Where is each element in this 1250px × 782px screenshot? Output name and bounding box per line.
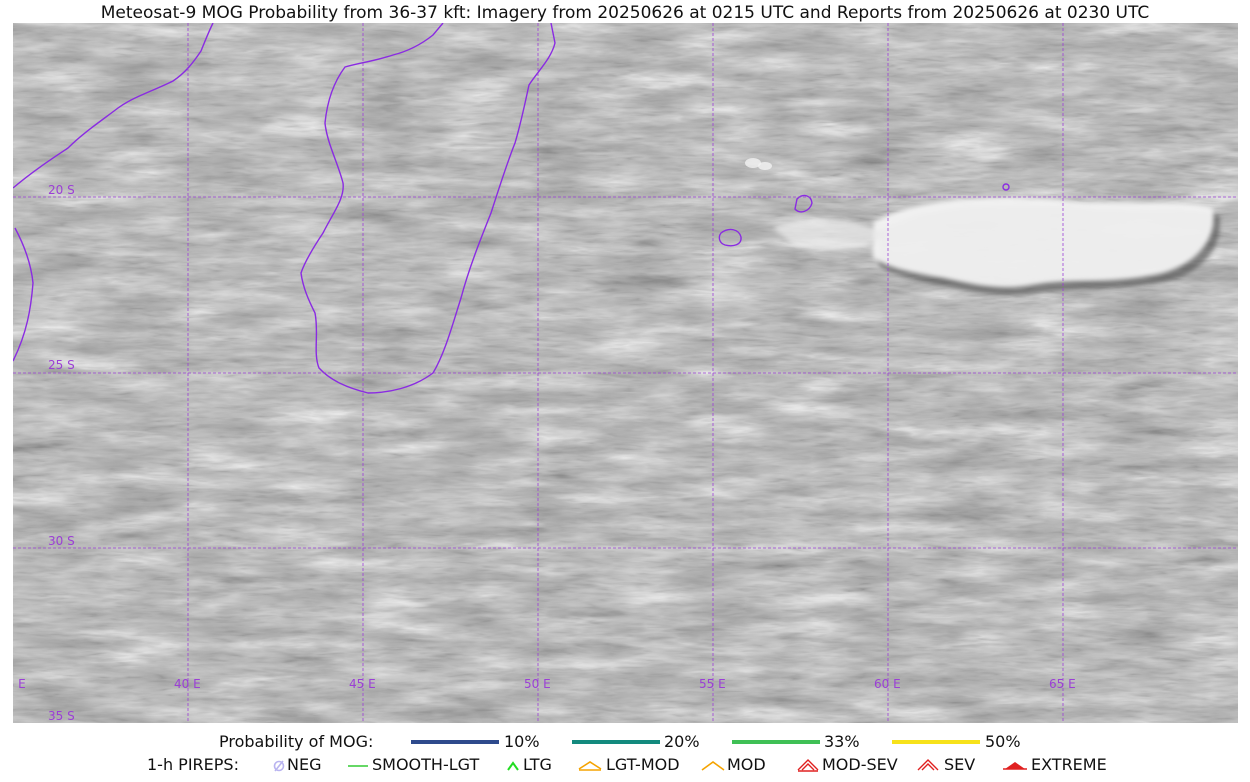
lat-label-30s: 30 S xyxy=(48,534,75,548)
map-title: Meteosat-9 MOG Probability from 36-37 kf… xyxy=(100,3,1150,23)
lon-label-60e: 60 E xyxy=(874,677,901,691)
pirep-ltg-label: LTG xyxy=(523,755,552,774)
pirep-mod-label: MOD xyxy=(727,755,766,774)
map-canvas: 20 S 25 S 30 S 35 S 35 E 40 E 45 E 50 E … xyxy=(13,23,1238,723)
sev-icon xyxy=(917,759,939,771)
prob-50-label: 50% xyxy=(985,732,1021,751)
prob-20-swatch xyxy=(572,740,660,744)
prob-10-label: 10% xyxy=(504,732,540,751)
neg-icon xyxy=(273,760,285,772)
prob-20-label: 20% xyxy=(664,732,700,751)
lgt-mod-icon xyxy=(578,761,602,771)
pirep-lgt-mod-label: LGT-MOD xyxy=(606,755,680,774)
lon-label-35e: 35 E xyxy=(13,677,26,691)
mod-icon xyxy=(701,761,725,771)
pirep-smooth-lgt-label: SMOOTH-LGT xyxy=(372,755,480,774)
lon-label-55e: 55 E xyxy=(699,677,726,691)
lon-label-45e: 45 E xyxy=(349,677,376,691)
prob-33-swatch xyxy=(732,740,820,744)
rodrigues-coastline xyxy=(1002,183,1010,191)
pirep-sev-label: SEV xyxy=(944,755,976,774)
lat-label-35s: 35 S xyxy=(48,709,75,723)
lon-label-40e: 40 E xyxy=(174,677,201,691)
graticule xyxy=(13,23,1238,723)
prob-10-swatch xyxy=(411,740,499,744)
reunion-coastline xyxy=(794,194,813,213)
madagascar-coastline xyxy=(300,23,556,394)
satellite-map[interactable]: 20 S 25 S 30 S 35 S 35 E 40 E 45 E 50 E … xyxy=(13,23,1238,723)
probability-legend: Probability of MOG: 10% 20% 33% 50% xyxy=(0,732,1250,752)
prob-33-label: 33% xyxy=(824,732,860,751)
coastlines xyxy=(13,23,1010,394)
pireps-legend: 1-h PIREPS: NEG SMOOTH-LGT LTG LGT-MOD M… xyxy=(0,755,1250,775)
africa-south-coastline xyxy=(13,227,34,362)
lat-label-20s: 20 S xyxy=(48,183,75,197)
extreme-icon xyxy=(1003,762,1027,770)
mod-sev-icon xyxy=(797,759,819,772)
mauritius-coastline xyxy=(718,228,742,247)
pirep-mod-sev-label: MOD-SEV xyxy=(822,755,898,774)
probability-legend-title: Probability of MOG: xyxy=(219,732,374,751)
africa-coastline xyxy=(13,23,214,189)
lon-label-50e: 50 E xyxy=(524,677,551,691)
lon-label-65e: 65 E xyxy=(1049,677,1076,691)
lat-label-25s: 25 S xyxy=(48,358,75,372)
cloud-band xyxy=(745,158,1220,296)
pireps-legend-title: 1-h PIREPS: xyxy=(147,755,239,774)
pirep-neg-label: NEG xyxy=(287,755,322,774)
ltg-caret-icon xyxy=(507,761,519,771)
prob-50-swatch xyxy=(892,740,980,744)
pirep-extreme-label: EXTREME xyxy=(1031,755,1107,774)
smooth-lgt-line-icon xyxy=(348,765,368,767)
